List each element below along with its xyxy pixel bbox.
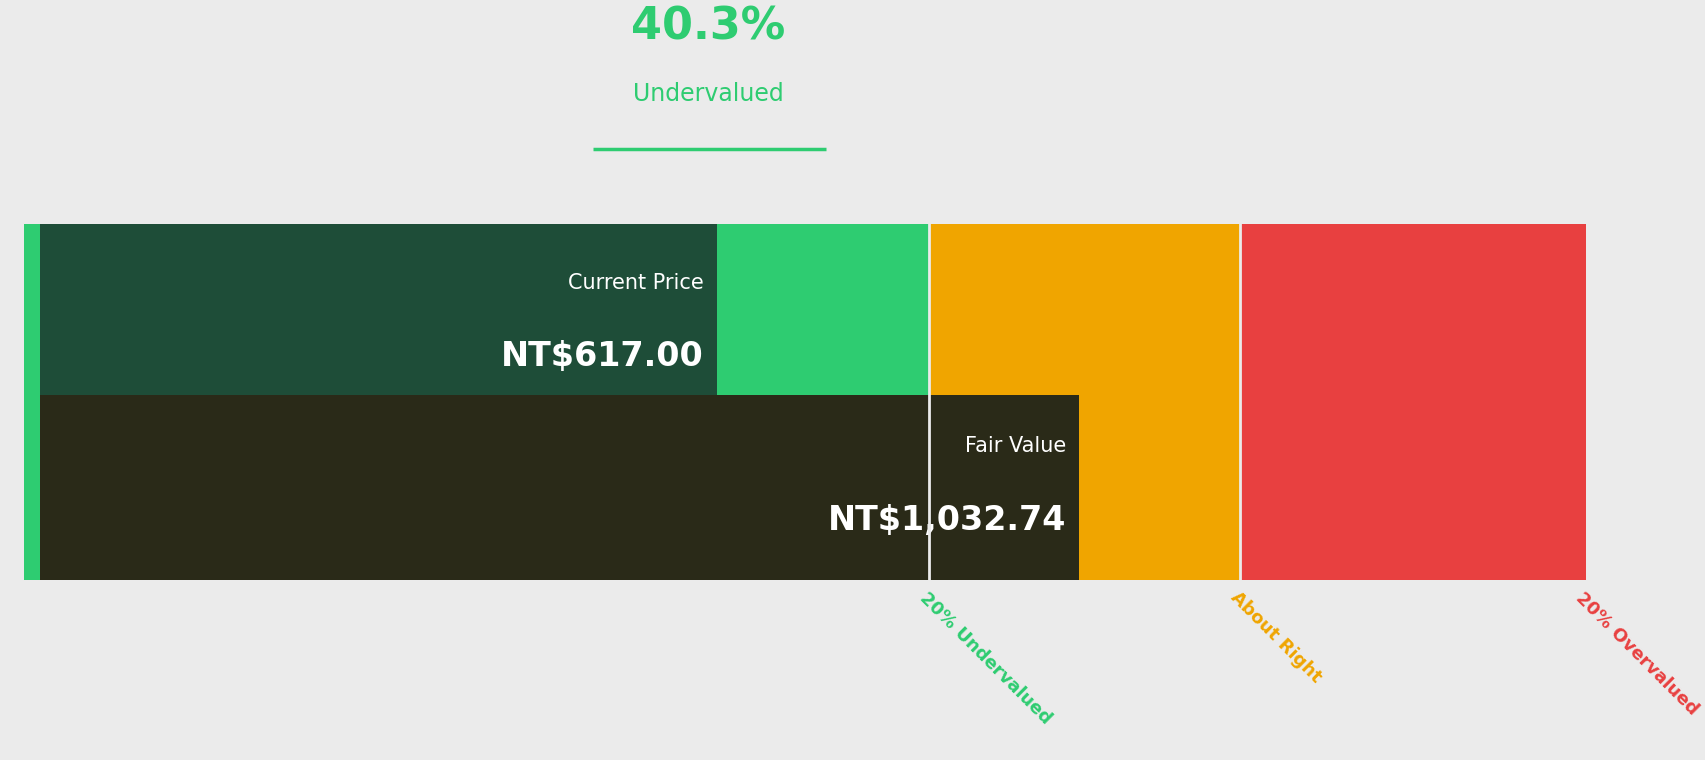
Text: Current Price: Current Price	[568, 273, 704, 293]
Text: NT$617.00: NT$617.00	[501, 340, 704, 373]
Bar	[24, 223, 929, 580]
Bar	[1240, 223, 1586, 580]
Bar	[41, 223, 716, 409]
Text: 40.3%: 40.3%	[631, 5, 786, 49]
Bar	[41, 394, 1078, 580]
Text: Fair Value: Fair Value	[965, 436, 1066, 457]
Text: Undervalued: Undervalued	[633, 82, 784, 106]
Text: About Right: About Right	[1226, 589, 1325, 687]
Text: 20% Overvalued: 20% Overvalued	[1570, 589, 1700, 718]
Text: 20% Undervalued: 20% Undervalued	[916, 589, 1054, 727]
Bar	[929, 223, 1240, 580]
Text: NT$1,032.74: NT$1,032.74	[827, 504, 1066, 537]
